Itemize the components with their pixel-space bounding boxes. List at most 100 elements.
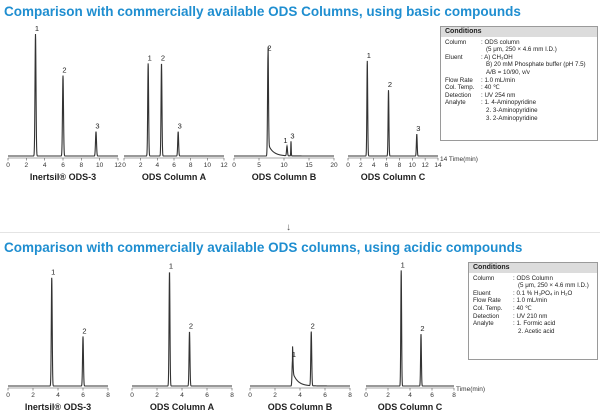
- chromatogram-trace: [366, 270, 454, 387]
- peak-label-1: 1: [367, 51, 371, 60]
- chromatogram-trace: [348, 60, 438, 157]
- condition-row: Column: ODS Column (5 μm, 250 × 4.6 mm I.…: [473, 275, 593, 290]
- x-tick-label: 2: [155, 392, 159, 399]
- x-tick-label: 0: [130, 392, 134, 399]
- condition-label: Col. Temp.: [445, 84, 475, 92]
- conditions-body: Column: ODS Column (5 μm, 250 × 4.6 mm I.…: [469, 273, 597, 338]
- condition-value: : 0.1 % H₃PO₄ in H₂O: [513, 290, 593, 298]
- x-tick-label: 10: [96, 162, 104, 169]
- peak-label-2: 2: [311, 322, 315, 331]
- conditions-body: Column: ODS column (5 μm, 250 × 4.6 mm I.…: [441, 37, 597, 125]
- condition-value-line: : 1. Formic acid: [513, 320, 556, 328]
- chromatogram-acidic-column-a: 0 2 4 6 8 1 2 ODS Column A: [130, 262, 234, 412]
- conditions-box-acidic: Conditions Column: ODS Column (5 μm, 250 …: [468, 262, 598, 360]
- chromatogram-trace: [250, 331, 350, 387]
- condition-label: Analyte: [473, 320, 494, 328]
- x-tick-label: 14: [434, 162, 442, 169]
- x-tick-label: 6: [61, 162, 65, 169]
- condition-value-line: 2. Acetic acid: [518, 327, 555, 335]
- x-tick-label: 10: [204, 162, 212, 169]
- x-tick-label: 8: [230, 392, 234, 399]
- x-tick-label: 12: [220, 162, 228, 169]
- x-tick-label: 8: [80, 162, 84, 169]
- condition-value-line: : 40 ℃: [481, 84, 500, 92]
- column-name: ODS Column C: [361, 172, 426, 182]
- x-tick-label: 0: [232, 162, 236, 169]
- condition-row: Analyte : 1. Formic acid 2. Acetic acid: [473, 320, 593, 335]
- chromatogram-basic-column-b: 0 5 10 15 20 2 13 ODS Column B: [232, 44, 338, 182]
- peak-label-1: 1: [35, 24, 39, 33]
- x-tick-label: 4: [298, 392, 302, 399]
- x-tick-label: 2: [139, 162, 143, 169]
- condition-value: : 1. Formic acid 2. Acetic acid: [513, 320, 593, 335]
- condition-row: Detection : UV 210 nm: [473, 313, 593, 321]
- condition-row: Col. Temp. : 40 ℃: [445, 84, 593, 92]
- condition-value-line: : A) CH₃OH: [481, 53, 513, 61]
- peak-label-1: 1: [401, 260, 405, 269]
- condition-label: Eluent: [473, 289, 491, 297]
- peak-label-1: 1: [292, 350, 296, 359]
- x-tick-label: 8: [348, 392, 352, 399]
- x-tick-label: 0: [364, 392, 368, 399]
- condition-value: : UV 210 nm: [513, 313, 593, 321]
- condition-label: Flow Rate: [473, 297, 501, 305]
- condition-value: : ODS Column (5 μm, 250 × 4.6 mm I.D.): [513, 275, 593, 290]
- chromatogram-trace: [132, 272, 232, 387]
- x-tick-label: 4: [156, 162, 160, 169]
- condition-value-line: : ODS column: [481, 38, 520, 46]
- column-name: Inertsil® ODS-3: [25, 402, 91, 412]
- conditions-box-basic: Conditions Column: ODS column (5 μm, 250 …: [440, 26, 598, 141]
- condition-value-line: B) 20 mM Phosphate buffer (pH 7.5): [486, 61, 586, 69]
- x-tick-label: 4: [56, 392, 60, 399]
- chromatogram-trace: [8, 277, 108, 387]
- x-tick-label: 4: [180, 392, 184, 399]
- x-tick-label: 0: [346, 162, 350, 169]
- x-tick-label: 8: [106, 392, 110, 399]
- x-tick-label: 6: [172, 162, 176, 169]
- x-tick-label: 2: [386, 392, 390, 399]
- condition-row: Flow Rate : 1.0 mL/min: [473, 297, 593, 305]
- condition-value-line: : ODS Column: [513, 274, 553, 282]
- x-tick-label: 2: [25, 162, 29, 169]
- chromatogram-trace: [8, 33, 118, 157]
- section-title-basic: Comparison with commercially available O…: [4, 4, 521, 19]
- column-name: ODS Column A: [150, 402, 215, 412]
- condition-label: Detection: [473, 312, 500, 320]
- peak-label-2: 2: [420, 324, 424, 333]
- condition-row: Eluent : 0.1 % H₃PO₄ in H₂O: [473, 290, 593, 298]
- x-tick-label: 6: [323, 392, 327, 399]
- conditions-heading: Conditions: [441, 27, 597, 37]
- x-tick-label: 6: [205, 392, 209, 399]
- column-name: ODS Column B: [268, 402, 333, 412]
- x-tick-label: 6: [385, 162, 389, 169]
- peak-label-3: 3: [416, 124, 420, 133]
- x-tick-label: 2: [273, 392, 277, 399]
- x-tick-label: 6: [430, 392, 434, 399]
- condition-value-line: (5 μm, 250 × 4.6 mm I.D.): [486, 46, 557, 54]
- condition-value-line: : UV 210 nm: [513, 312, 548, 320]
- x-tick-label: 4: [408, 392, 412, 399]
- x-tick-label: 4: [372, 162, 376, 169]
- chromatogram-acidic-inertsil: 0 2 4 6 8 1 2 Inertsil® ODS-3: [6, 267, 110, 412]
- x-tick-label: 6: [81, 392, 85, 399]
- x-tick-label: 4: [43, 162, 47, 169]
- condition-value-line: (5 μm, 250 × 4.6 mm I.D.): [518, 282, 589, 290]
- chromatogram-acidic-column-b: 0 2 4 6 8 1 2 ODS Column B: [248, 322, 352, 412]
- condition-value: : ODS column (5 μm, 250 × 4.6 mm I.D.): [481, 39, 593, 54]
- x-tick-label: 8: [452, 392, 456, 399]
- peak-label-1: 1: [283, 136, 287, 145]
- peak-label-1: 1: [169, 262, 173, 271]
- condition-value: : 1.0 mL/min: [513, 297, 593, 305]
- peak-label-2: 2: [161, 53, 165, 62]
- condition-value-line: : 1.0 mL/min: [513, 297, 548, 305]
- peak-label-3: 3: [178, 122, 182, 131]
- chromatogram-trace: [124, 63, 224, 157]
- chromatogram-trace: [234, 46, 334, 157]
- condition-value-line: : 40 ℃: [513, 304, 532, 312]
- condition-value: : UV 254 nm: [481, 92, 593, 100]
- column-name: ODS Column B: [252, 172, 317, 182]
- section-divider: [0, 232, 600, 233]
- peak-label-2: 2: [267, 44, 271, 53]
